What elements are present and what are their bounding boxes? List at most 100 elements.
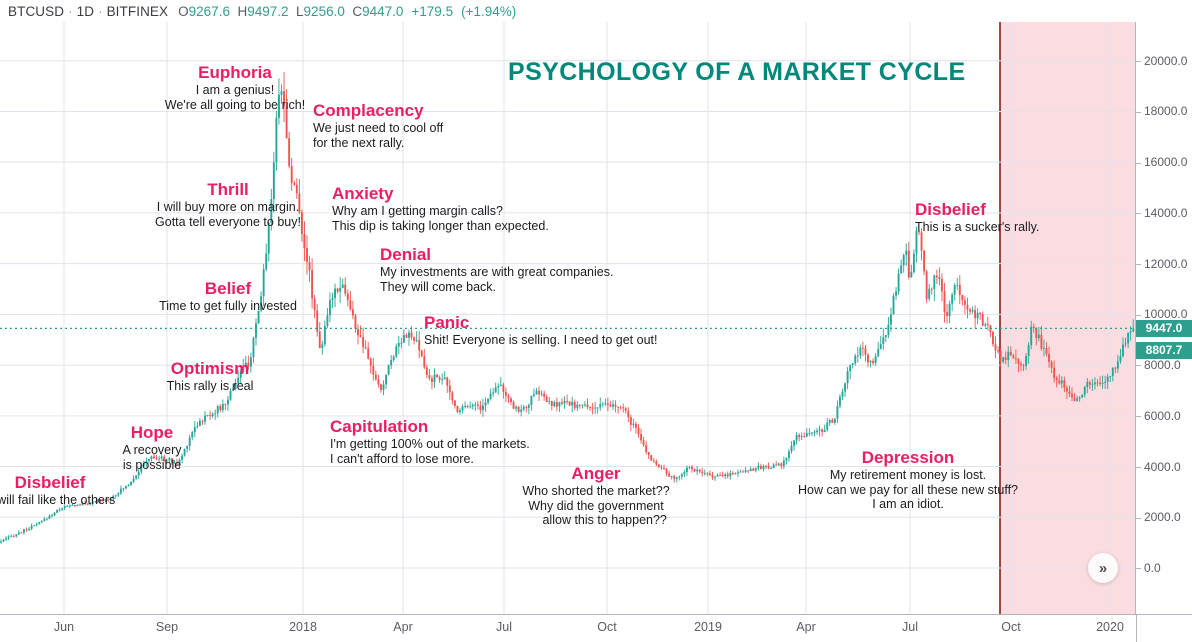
legend-close-value: 9447.0 xyxy=(362,3,404,19)
candle-body xyxy=(1122,344,1124,357)
candle-body xyxy=(798,434,801,438)
price-axis-tick: 20000.0 xyxy=(1136,54,1192,68)
time-axis-tick: Oct xyxy=(1001,620,1021,634)
candle-body xyxy=(308,262,311,271)
price-axis[interactable]: 0.0 2000.0 4000.0 6000.0 8000.0 10000.0 12000.… xyxy=(1135,0,1192,614)
candle-body xyxy=(10,536,13,538)
annotation-line: This is a sucker's rally. xyxy=(915,220,1040,234)
candle-body xyxy=(645,445,648,453)
scroll-to-realtime-button[interactable]: » xyxy=(1088,553,1118,583)
candle-body xyxy=(242,366,245,372)
candle-body xyxy=(423,356,426,368)
annotation-anger: Anger Who shorted the market?? Why did the… xyxy=(522,464,669,528)
candle-body xyxy=(678,476,681,478)
annotation-heading: Thrill xyxy=(207,180,249,199)
annotation-anxiety: Anxiety Why am I getting margin calls? Thi… xyxy=(332,184,549,233)
candle-body xyxy=(935,275,938,278)
candle-body xyxy=(1037,334,1040,339)
candle-body xyxy=(362,336,365,348)
candle-body xyxy=(1004,357,1007,361)
annotation-line: This rally is real xyxy=(166,379,254,393)
candle-body xyxy=(635,423,637,428)
candle-body xyxy=(405,334,408,338)
candle-body xyxy=(563,400,566,404)
legend-low-value: 9256.0 xyxy=(303,3,345,19)
price-tick-dash xyxy=(1136,263,1141,265)
time-axis[interactable]: Jun Sep 2018 Apr Jul Oct 2019 Apr Jul Oct 2020 xyxy=(0,614,1192,642)
candle-body xyxy=(861,347,864,349)
candle-body xyxy=(433,374,436,383)
candle-body xyxy=(785,457,788,461)
annotation-panic: Panic Shit! Everyone is selling. I need t… xyxy=(424,313,657,348)
price-tick-label: 2000.0 xyxy=(1144,510,1181,525)
candle-body xyxy=(402,334,405,343)
candle-body xyxy=(535,390,538,395)
candle-body xyxy=(943,291,946,312)
candle-body xyxy=(323,325,326,345)
candle-body xyxy=(71,505,74,507)
candle-body xyxy=(958,284,961,295)
candle-body xyxy=(558,402,561,407)
candle-body xyxy=(443,377,446,380)
annotation-line: We're all going to be rich! xyxy=(164,97,306,112)
candle-body xyxy=(374,374,377,380)
candle-body xyxy=(813,432,816,434)
annotation-thrill: Thrill I will buy more on margin. Gotta te… xyxy=(155,180,301,229)
candle-body xyxy=(981,314,984,326)
time-axis-tick: 2020 xyxy=(1096,620,1124,634)
candle-body xyxy=(1111,367,1114,377)
candle-body xyxy=(920,232,923,251)
candle-body xyxy=(140,465,143,472)
axis-corner xyxy=(1136,615,1192,642)
candle-body xyxy=(953,285,956,295)
candle-body xyxy=(387,365,390,375)
candle-body xyxy=(780,463,783,467)
candle-body xyxy=(716,475,719,477)
candle-body xyxy=(930,288,933,290)
candle-body xyxy=(997,350,999,352)
candle-body xyxy=(1091,384,1094,386)
candle-body xyxy=(1076,398,1079,401)
candle-body xyxy=(823,429,826,433)
annotation-heading: Complacency xyxy=(313,101,424,120)
candle-body xyxy=(150,456,153,460)
candle-body xyxy=(612,404,614,407)
candle-body xyxy=(438,377,441,380)
candle-body xyxy=(38,522,41,525)
legend-exchange[interactable]: BITFINEX xyxy=(106,3,169,19)
candle-body xyxy=(1045,348,1048,354)
annotation-line: This dip is taking longer than expected. xyxy=(332,218,549,233)
candle-body xyxy=(734,473,737,475)
candle-body xyxy=(527,404,530,408)
legend-interval[interactable]: 1D xyxy=(76,3,95,19)
candle-body xyxy=(436,374,438,378)
candle-body xyxy=(553,402,556,406)
candle-body xyxy=(339,287,342,292)
price-axis-tick: 14000.0 xyxy=(1136,206,1192,220)
candle-body xyxy=(805,433,808,437)
candle-body xyxy=(283,91,285,107)
candle-body xyxy=(1012,355,1015,359)
candle-body xyxy=(1017,358,1020,364)
candle-body xyxy=(173,462,176,464)
candle-body xyxy=(1088,382,1091,385)
candle-body xyxy=(854,355,857,364)
price-badge[interactable]: 8807.7 xyxy=(1136,341,1192,359)
chart-plot-area[interactable] xyxy=(0,22,1136,614)
candle-body xyxy=(58,509,61,511)
price-tick-label: 18000.0 xyxy=(1144,104,1188,119)
candle-body xyxy=(992,331,994,345)
price-badge[interactable]: 9447.0 xyxy=(1136,320,1192,338)
candle-body xyxy=(1101,382,1104,384)
price-tick-label: 4000.0 xyxy=(1144,459,1181,474)
candle-body xyxy=(262,269,265,297)
candle-body xyxy=(619,407,622,409)
annotation-complacency: Complacency We just need to cool off for t… xyxy=(313,101,443,150)
candle-body xyxy=(112,496,115,499)
candle-body xyxy=(216,406,219,414)
candle-body xyxy=(946,311,948,317)
legend-symbol[interactable]: BTCUSD xyxy=(8,3,65,19)
candle-body xyxy=(601,403,604,405)
candle-body xyxy=(859,347,862,356)
candle-body xyxy=(257,310,260,324)
